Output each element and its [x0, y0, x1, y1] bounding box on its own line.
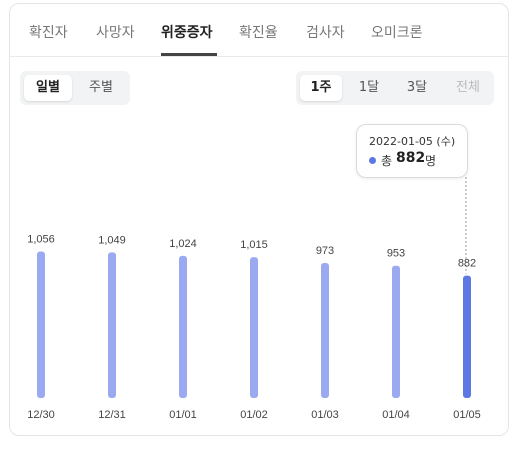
- bar-value-label: 1,056: [27, 233, 55, 245]
- x-tick-label: 12/30: [27, 409, 55, 421]
- tooltip-date: 2022-01-05 (수): [369, 135, 456, 148]
- x-tick-label: 01/04: [382, 409, 410, 421]
- tooltip-total-label: 총: [381, 154, 393, 168]
- x-tick-label: 01/02: [240, 409, 268, 421]
- tab-deaths[interactable]: 사망자: [96, 25, 135, 41]
- x-tick-label: 12/31: [98, 409, 126, 421]
- bar-value-label: 973: [316, 245, 334, 257]
- range-all-button: 전체: [456, 80, 480, 95]
- bar-01/03[interactable]: [321, 262, 329, 398]
- range-toggle: 1주 1달 3달 전체: [296, 71, 494, 105]
- range-1-week-button[interactable]: 1주: [300, 75, 342, 101]
- bar-01/05[interactable]: [463, 275, 471, 398]
- tab-positive-rate[interactable]: 확진율: [239, 25, 278, 41]
- bar-01/02[interactable]: [250, 257, 258, 398]
- bar-value-label: 1,015: [240, 239, 268, 251]
- active-tab-indicator: [161, 53, 217, 56]
- tooltip: 2022-01-05 (수) 총 882 명: [356, 124, 468, 178]
- x-tick-label: 01/01: [169, 409, 197, 421]
- x-tick-label: 01/05: [453, 409, 481, 421]
- bar-01/04[interactable]: [392, 265, 400, 398]
- bar-12/30[interactable]: [37, 251, 45, 398]
- tooltip-value: 882: [396, 150, 426, 166]
- period-toggle: 일별 주별: [20, 71, 130, 105]
- tab-bar: 확진자 사망자 위중증자 확진율 검사자 오미크론: [10, 4, 508, 57]
- tab-confirmed[interactable]: 확진자: [29, 25, 68, 41]
- bar-value-label: 882: [458, 258, 476, 270]
- tab-tested[interactable]: 검사자: [306, 25, 345, 41]
- daily-button[interactable]: 일별: [24, 75, 72, 101]
- bar-01/01[interactable]: [179, 255, 187, 398]
- series-dot-icon: [369, 157, 376, 164]
- bar-12/31[interactable]: [108, 252, 116, 398]
- range-1-month-button[interactable]: 1달: [358, 80, 380, 95]
- tab-critical[interactable]: 위중증자: [161, 25, 213, 41]
- x-tick-label: 01/03: [311, 409, 339, 421]
- weekly-button[interactable]: 주별: [89, 80, 113, 95]
- bar-value-label: 1,024: [169, 238, 197, 250]
- tab-omicron[interactable]: 오미크론: [371, 25, 423, 41]
- range-3-month-button[interactable]: 3달: [406, 80, 428, 95]
- bar-value-label: 953: [387, 248, 405, 260]
- tooltip-unit: 명: [425, 154, 437, 168]
- bar-value-label: 1,049: [98, 234, 126, 246]
